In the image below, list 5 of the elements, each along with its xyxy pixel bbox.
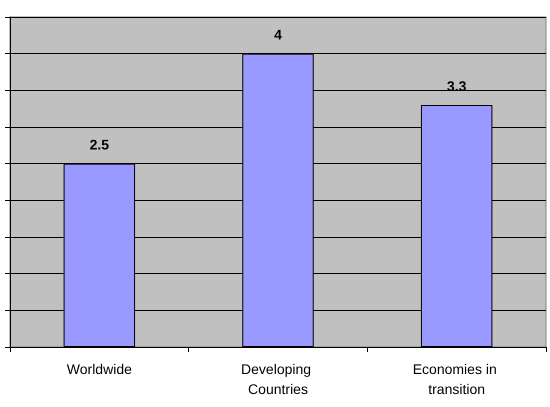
data-label: 4 (274, 26, 282, 43)
x-tick-label: Economies in transition (412, 361, 501, 397)
x-tick-label: Worldwide (66, 361, 132, 377)
data-label: 2.5 (90, 136, 110, 153)
x-tick-label: Developing Countries (241, 361, 315, 397)
